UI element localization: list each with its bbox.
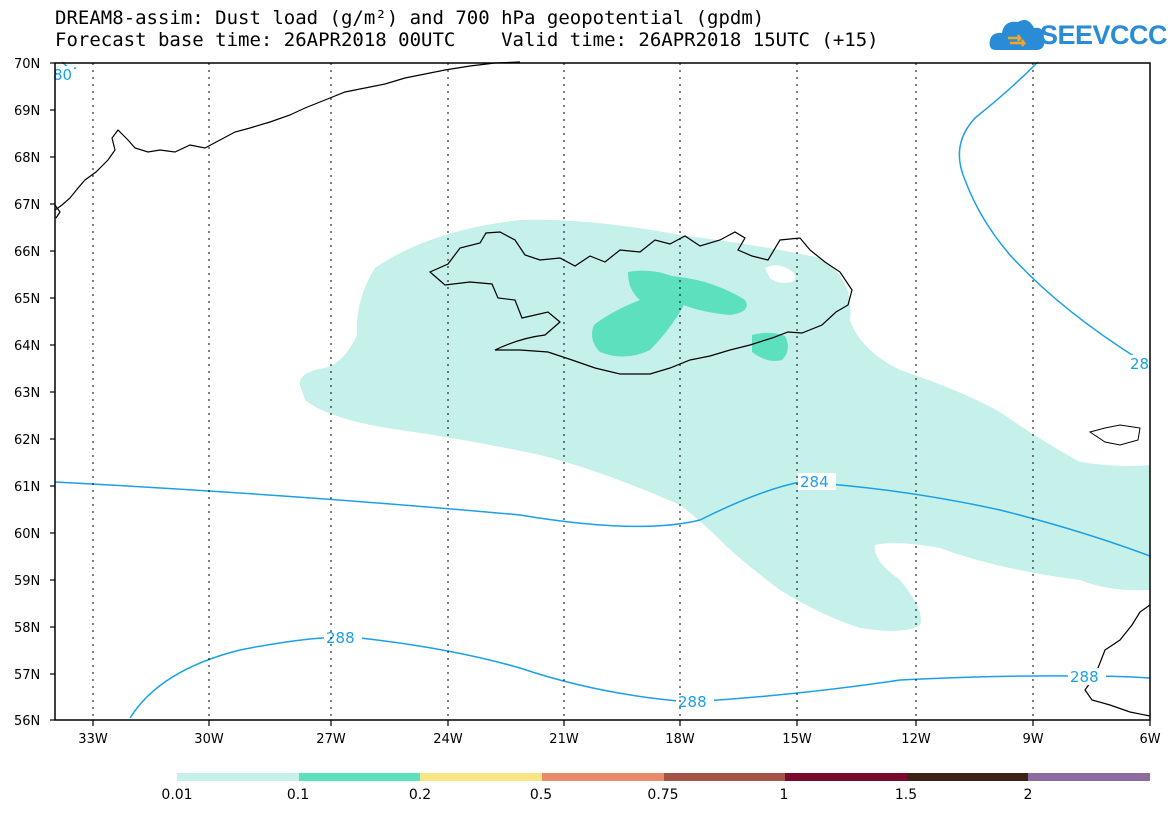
contour-label-288-b: 288 xyxy=(678,693,707,711)
map-grid xyxy=(92,63,1034,720)
lat-label: 57N xyxy=(14,668,40,683)
dust-gap xyxy=(765,265,796,283)
lon-label: 15W xyxy=(782,732,812,747)
colorbar-label: 0.5 xyxy=(529,787,553,803)
lat-label: 58N xyxy=(14,621,40,636)
colorbar-segment xyxy=(785,773,907,781)
colorbar-segment xyxy=(541,773,664,781)
contour-label-284: 284 xyxy=(800,473,829,491)
lat-label: 70N xyxy=(14,57,40,72)
contour-label-280: 80 xyxy=(53,66,72,84)
colorbar-segment xyxy=(663,773,786,781)
colorbar-segment xyxy=(298,773,421,781)
contour-288-north xyxy=(958,61,1141,361)
lon-label: 18W xyxy=(665,732,695,747)
lon-label: 24W xyxy=(433,732,463,747)
lat-label: 59N xyxy=(14,574,40,589)
lat-label: 64N xyxy=(14,339,40,354)
colorbar xyxy=(177,773,1150,781)
colorbar-segment xyxy=(177,773,299,781)
colorbar-label: 2 xyxy=(1023,787,1033,803)
colorbar-label: 1.5 xyxy=(894,787,918,803)
logo-text: SEEVCCC xyxy=(1040,20,1168,50)
dust-region-low xyxy=(299,219,1150,631)
map-title: DREAM8-assim: Dust load (g/m²) and 700 h… xyxy=(55,7,765,29)
lon-label: 33W xyxy=(78,732,108,747)
colorbar-segment xyxy=(1028,773,1150,781)
contour-284 xyxy=(54,481,1151,557)
lat-label: 62N xyxy=(14,433,40,448)
lon-label: 9W xyxy=(1022,732,1043,747)
lat-label: 67N xyxy=(14,198,40,213)
colorbar-label: 0.1 xyxy=(286,787,310,803)
iceland-coast xyxy=(428,231,853,375)
colorbar-label: 0.75 xyxy=(647,787,679,803)
lat-label: 68N xyxy=(14,151,40,166)
scotland-coast xyxy=(1084,604,1151,717)
lat-label: 69N xyxy=(14,104,40,119)
colorbar-label: 1 xyxy=(779,787,789,803)
faroe-islands xyxy=(1088,424,1141,446)
colorbar-segment xyxy=(420,773,542,781)
cloud-icon xyxy=(989,20,1045,50)
lon-label: 27W xyxy=(316,732,346,747)
lat-label: 63N xyxy=(14,386,40,401)
lat-label: 61N xyxy=(14,480,40,495)
contour-label-288-c: 288 xyxy=(1070,668,1099,686)
contour-288-south xyxy=(129,636,1151,719)
lon-label: 21W xyxy=(549,732,579,747)
map-subtitle: Forecast base time: 26APR2018 00UTC Vali… xyxy=(55,29,879,51)
colorbar-segment xyxy=(906,773,1029,781)
lat-label: 56N xyxy=(14,714,40,729)
lon-label: 30W xyxy=(194,732,224,747)
lat-label: 66N xyxy=(14,245,40,260)
lon-label: 12W xyxy=(901,732,931,747)
contour-label-288-a: 288 xyxy=(326,629,355,647)
dust-region-mid xyxy=(592,270,747,357)
greenland-coast xyxy=(54,61,521,211)
greenland-coast-tip xyxy=(54,204,61,219)
lat-label: 65N xyxy=(14,292,40,307)
lat-label: 60N xyxy=(14,527,40,542)
dust-region-mid-2 xyxy=(752,332,788,361)
colorbar-label: 0.01 xyxy=(161,787,193,803)
lon-label: 6W xyxy=(1139,732,1160,747)
colorbar-label: 0.2 xyxy=(408,787,432,803)
contour-label-28: 28 xyxy=(1130,355,1149,373)
